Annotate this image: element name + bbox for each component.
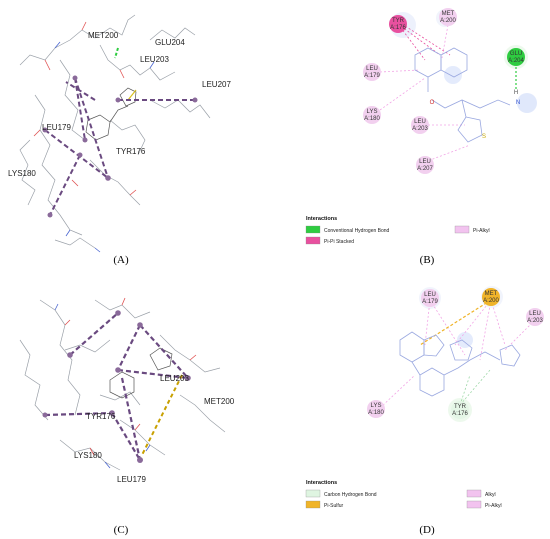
label-leu179-c: LEU179 — [117, 475, 146, 484]
svg-text:A:203: A:203 — [527, 318, 543, 324]
svg-text:A:207: A:207 — [417, 166, 433, 172]
svg-text:TYR: TYR — [392, 18, 405, 24]
svg-text:MET: MET — [442, 11, 455, 17]
atom-o: O — [430, 100, 435, 106]
panel-a-backbone — [19, 14, 211, 249]
panel-d-residue-lys180: LYS A:180 — [367, 400, 385, 418]
svg-text:LEU: LEU — [529, 311, 541, 317]
panel-c-oxygen-bonds — [64, 297, 197, 456]
panel-a: MET200 GLU204 LEU203 LEU207 LEU179 TYR17… — [8, 14, 231, 253]
panel-c-pi-sulfur — [141, 374, 183, 456]
label-met200: MET200 — [88, 31, 119, 40]
label-tyr176-c: TYR176 — [86, 412, 116, 421]
panel-d-residue-leu179: LEU A:179 — [421, 289, 439, 307]
legend-swatch-chbond — [305, 489, 321, 498]
legend-swatch-pipi — [305, 236, 321, 245]
svg-text:A:204: A:204 — [508, 58, 524, 64]
svg-text:LEU: LEU — [424, 292, 436, 298]
label-tyr176: TYR176 — [116, 147, 146, 156]
legend-swatch-pialkyl — [454, 225, 470, 234]
atom-s: S — [482, 134, 486, 140]
panel-d-interactions — [379, 299, 536, 409]
legend-label-pipi: Pi-Pi Stacked — [324, 239, 354, 245]
panel-c: LEU203 MET200 TYR176 LYS180 LEU179 — [19, 297, 235, 484]
legend-swatch-pialkyl-d — [466, 500, 482, 509]
legend-swatch-pisulfur — [305, 500, 321, 509]
caption-a: (A) — [113, 254, 129, 266]
panel-b-residue-tyr176: TYR A:176 — [389, 15, 407, 33]
legend-label-pialkyl-d: Pi-Alkyl — [485, 503, 502, 509]
panel-c-backbone — [19, 299, 226, 471]
panel-a-sulfur-bond — [127, 89, 137, 101]
legend-label-pisulfur: Pi-Sulfur — [324, 503, 344, 509]
label-lys180-c: LYS180 — [74, 451, 102, 460]
legend-label-pialkyl: Pi-Alkyl — [473, 228, 490, 234]
svg-text:A:176: A:176 — [390, 25, 406, 31]
atom-h: H — [514, 90, 518, 96]
label-leu203-c: LEU203 — [160, 374, 189, 383]
panel-b-legend: Interactions Conventional Hydrogen Bond … — [305, 216, 490, 245]
panel-c-centroids — [42, 310, 191, 463]
atom-n: N — [516, 100, 520, 106]
panel-d-residue-leu203: LEU A:203 — [526, 308, 544, 326]
label-met200-c: MET200 — [204, 397, 235, 406]
panel-b-residue-lys180: LYS A:180 — [363, 106, 381, 124]
legend-swatch-hbond — [305, 225, 321, 234]
panel-c-nitrogen-bonds — [54, 303, 151, 469]
svg-text:A:203: A:203 — [412, 126, 428, 132]
svg-text:GLU: GLU — [510, 51, 522, 57]
svg-text:A:200: A:200 — [483, 298, 499, 304]
panel-a-centroids — [42, 75, 198, 218]
label-glu204: GLU204 — [155, 38, 185, 47]
panel-d-residue-tyr176: TYR A:176 — [451, 401, 469, 419]
svg-text:LEU: LEU — [414, 119, 426, 125]
panel-a-nitrogen-bonds — [54, 41, 155, 253]
legend-label-hbond: Conventional Hydrogen Bond — [324, 228, 390, 234]
panel-a-oxygen-bonds — [33, 21, 137, 196]
svg-text:A:180: A:180 — [368, 410, 384, 416]
panel-d-legend-title: Interactions — [306, 480, 337, 486]
legend-swatch-alkyl — [466, 489, 482, 498]
panel-b-residue-met200: MET A:200 — [439, 8, 457, 26]
panel-a-ligand — [85, 87, 137, 141]
panel-d-residue-met200: MET A:200 — [482, 288, 500, 306]
panel-d: LEU A:179 MET A:200 LEU A:203 LYS A:180 … — [305, 286, 544, 509]
label-lys180: LYS180 — [8, 169, 36, 178]
label-leu179: LEU179 — [42, 123, 71, 132]
svg-text:A:180: A:180 — [364, 116, 380, 122]
label-leu207: LEU207 — [202, 80, 231, 89]
label-leu203: LEU203 — [140, 55, 169, 64]
panel-b-residue-leu203: LEU A:203 — [411, 116, 429, 134]
panel-b-residue-leu207: LEU A:207 — [416, 156, 434, 174]
svg-text:TYR: TYR — [454, 404, 467, 410]
panel-b-interactions — [379, 23, 517, 163]
caption-c: (C) — [114, 524, 129, 536]
panel-d-ligand — [399, 331, 521, 397]
legend-label-chbond: Carbon Hydrogen Bond — [324, 492, 377, 498]
svg-text:LEU: LEU — [419, 159, 431, 165]
svg-text:LYS: LYS — [371, 403, 382, 409]
panel-b-legend-title: Interactions — [306, 216, 337, 222]
svg-text:A:179: A:179 — [422, 299, 438, 305]
svg-text:A:179: A:179 — [364, 73, 380, 79]
panel-c-ligand — [109, 347, 173, 399]
panel-a-interactions — [44, 77, 195, 216]
panel-a-hbond — [114, 47, 119, 59]
panel-b-residue-leu179: LEU A:179 — [363, 63, 381, 81]
legend-label-alkyl: Alkyl — [485, 492, 496, 498]
panel-b: O N H S TYR A:176 MET A:200 GLU A:204 LE… — [305, 8, 537, 245]
caption-b: (B) — [420, 254, 435, 266]
panel-b-ligand — [414, 47, 511, 143]
svg-text:A:200: A:200 — [440, 18, 456, 24]
panel-c-interactions — [44, 312, 189, 461]
svg-text:A:176: A:176 — [452, 411, 468, 417]
panel-b-residue-glu204: GLU A:204 — [507, 48, 525, 66]
svg-text:LYS: LYS — [367, 109, 378, 115]
panel-d-legend: Interactions Carbon Hydrogen Bond Pi-Sul… — [305, 480, 502, 509]
svg-text:MET: MET — [485, 291, 498, 297]
svg-text:LEU: LEU — [366, 66, 378, 72]
caption-d: (D) — [419, 524, 435, 536]
